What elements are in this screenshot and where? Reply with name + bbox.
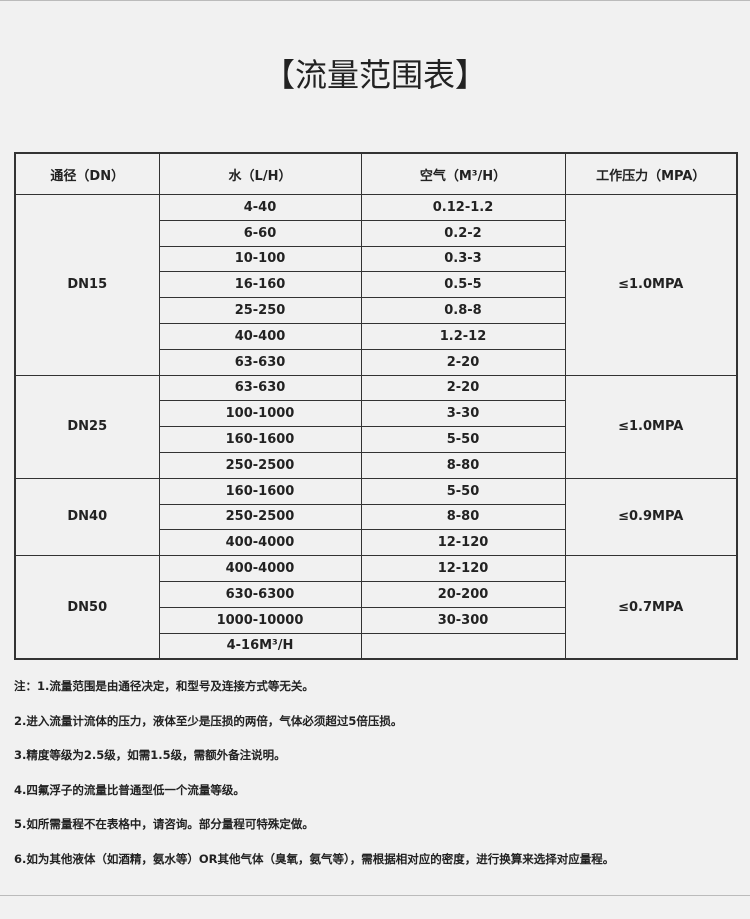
note: 4.四氟浮子的流量比普通型低一个流量等级。 bbox=[14, 782, 245, 797]
dn-cell: DN15 bbox=[14, 194, 160, 376]
water-cell: 25-250 bbox=[158, 297, 362, 324]
column-header: 工作压力（MPA） bbox=[564, 152, 738, 195]
table-row: DN40 160-1600 5-50 ≤0.9MPA bbox=[14, 477, 738, 557]
air-cell: 2-20 bbox=[360, 348, 566, 376]
water-cell: 4-40 bbox=[158, 194, 362, 221]
air-cell bbox=[360, 632, 566, 660]
table-row: 4-16M³/H bbox=[15, 632, 737, 660]
water-cell: 4-16M³/H bbox=[158, 632, 362, 660]
table-row: 63-630 2-20 bbox=[15, 348, 737, 376]
water-cell: 100-1000 bbox=[158, 400, 362, 428]
air-cell: 0.8-8 bbox=[360, 297, 566, 324]
bottom-rule bbox=[0, 895, 750, 896]
water-cell: 1000-10000 bbox=[158, 606, 362, 634]
water-cell: 10-100 bbox=[158, 245, 362, 273]
air-cell: 20-200 bbox=[360, 580, 566, 608]
air-cell: 3-30 bbox=[360, 400, 566, 428]
table-row: 10-100 0.3-3 bbox=[15, 245, 737, 273]
air-cell: 0.2-2 bbox=[360, 219, 566, 247]
air-cell: 0.3-3 bbox=[360, 245, 566, 273]
water-cell: 6-60 bbox=[158, 219, 362, 247]
dn-cell: DN50 bbox=[14, 555, 160, 660]
water-cell: 63-630 bbox=[158, 374, 362, 402]
air-cell: 5-50 bbox=[360, 426, 566, 453]
air-cell: 0.12-1.2 bbox=[360, 194, 566, 221]
column-header: 空气（M³/H） bbox=[360, 152, 566, 195]
pressure-cell: ≤0.7MPA bbox=[564, 555, 738, 660]
note: 5.如所需量程不在表格中，请咨询。部分量程可特殊定做。 bbox=[14, 817, 314, 831]
table-row: 160-1600 5-50 bbox=[15, 426, 737, 453]
water-cell: 400-4000 bbox=[158, 529, 362, 557]
note: 注：1.流量范围是由通径决定，和型号及连接方式等无关。 bbox=[14, 679, 314, 693]
water-cell: 250-2500 bbox=[158, 451, 362, 479]
title: 【流量范围表】 bbox=[262, 56, 487, 94]
flow-table: 通径（DN） 水（L/H） 空气（M³/H） 工作压力（MPA） DN15 4-40 0.… bbox=[14, 152, 738, 661]
air-cell: 30-300 bbox=[360, 606, 566, 634]
pressure-cell: ≤0.9MPA bbox=[564, 477, 738, 557]
air-cell: 8-80 bbox=[360, 503, 566, 531]
header-row: 通径（DN） 水（L/H） 空气（M³/H） 工作压力（MPA） bbox=[14, 152, 738, 195]
table-row: DN25 63-630 2-20 ≤1.0MPA bbox=[14, 374, 738, 479]
table-row: 630-6300 20-200 bbox=[15, 580, 737, 608]
pressure-cell: ≤1.0MPA bbox=[564, 194, 738, 376]
water-cell: 16-160 bbox=[158, 271, 362, 299]
table-row: 1000-10000 30-300 bbox=[15, 606, 737, 634]
dn-cell: DN40 bbox=[14, 477, 160, 557]
table-row: 25-250 0.8-8 bbox=[15, 297, 737, 324]
water-cell: 250-2500 bbox=[158, 503, 362, 531]
water-cell: 40-400 bbox=[158, 322, 362, 350]
dn-cell: DN25 bbox=[14, 374, 160, 479]
air-cell: 5-50 bbox=[360, 477, 566, 505]
pressure-cell: ≤1.0MPA bbox=[564, 374, 738, 479]
air-cell: 12-120 bbox=[360, 555, 566, 582]
column-header: 通径（DN） bbox=[14, 152, 160, 195]
note: 2.进入流量计流体的压力，液体至少是压损的两倍，气体必须超过5倍压损。 bbox=[14, 713, 403, 728]
top-rule bbox=[0, 0, 750, 1]
note: 6.如为其他液体（如酒精，氨水等）OR其他气体（臭氧，氨气等），需根据相对应的密… bbox=[14, 851, 615, 866]
column-header: 水（L/H） bbox=[158, 152, 362, 195]
table-row: 6-60 0.2-2 bbox=[15, 219, 737, 247]
table-row: 40-400 1.2-12 bbox=[15, 322, 737, 350]
table-row: 16-160 0.5-5 bbox=[15, 271, 737, 299]
air-cell: 0.5-5 bbox=[360, 271, 566, 299]
water-cell: 630-6300 bbox=[158, 580, 362, 608]
table-row: DN50 400-4000 12-120 ≤0.7MPA bbox=[14, 555, 738, 660]
air-cell: 2-20 bbox=[360, 374, 566, 402]
note: 3.精度等级为2.5级，如需1.5级，需额外备注说明。 bbox=[14, 748, 286, 762]
air-cell: 12-120 bbox=[360, 529, 566, 557]
water-cell: 160-1600 bbox=[158, 477, 362, 505]
air-cell: 1.2-12 bbox=[360, 322, 566, 350]
air-cell: 8-80 bbox=[360, 451, 566, 479]
water-cell: 400-4000 bbox=[158, 555, 362, 582]
table-row: DN15 4-40 0.12-1.2 ≤1.0MPA bbox=[14, 194, 738, 376]
notes: 注：1.流量范围是由通径决定，和型号及连接方式等无关。 2.进入流量计流体的压力，… bbox=[14, 678, 744, 885]
table-row: 250-2500 8-80 bbox=[15, 451, 737, 479]
water-cell: 63-630 bbox=[158, 348, 362, 376]
water-cell: 160-1600 bbox=[158, 426, 362, 453]
table-row: 100-1000 3-30 bbox=[15, 400, 737, 428]
table-body: DN15 4-40 0.12-1.2 ≤1.0MPA 6-60 0.2-2 10-100 0.… bbox=[14, 194, 738, 660]
